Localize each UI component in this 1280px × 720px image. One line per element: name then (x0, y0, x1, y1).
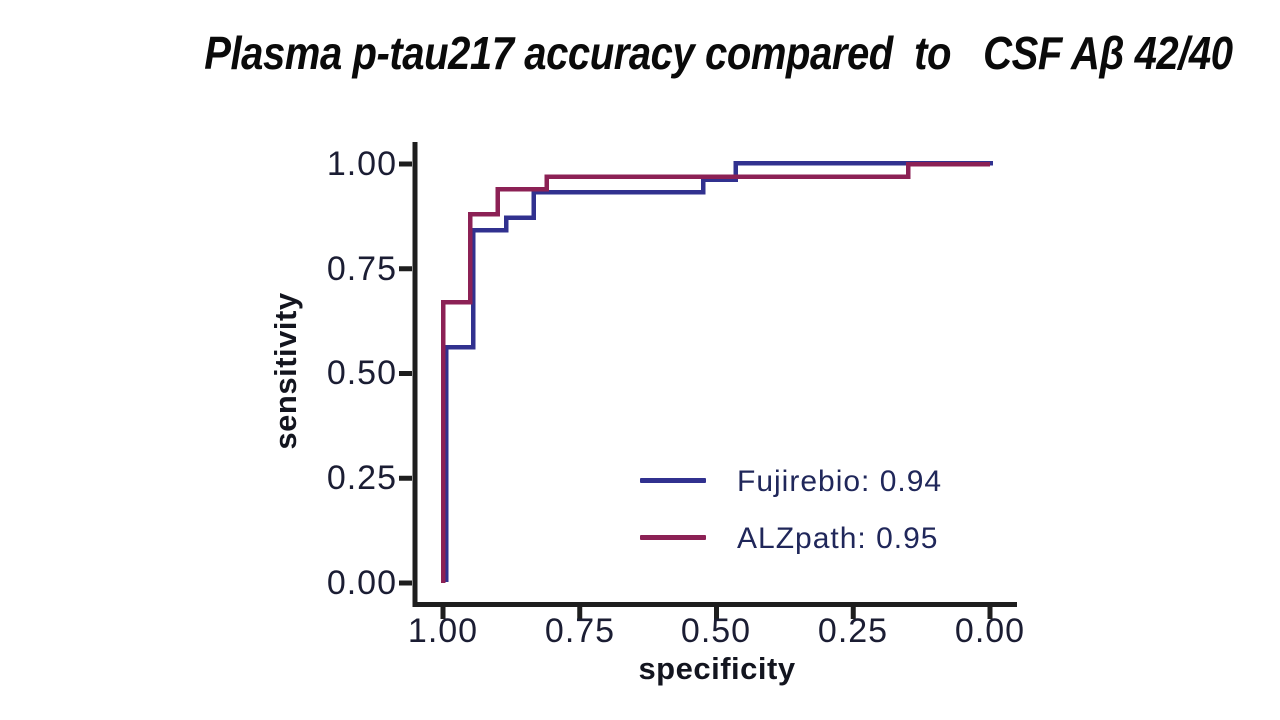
x-tick-label-075: 0.75 (544, 612, 616, 650)
y-tick-label-075: 0.75 (326, 250, 397, 288)
y-axis-label: sensitivity (268, 292, 303, 450)
x-tick-label-100: 1.00 (407, 612, 479, 650)
roc-curve-fujirebio (443, 160, 993, 582)
x-axis-label: specificity (638, 651, 796, 686)
roc-curve-alzpath (440, 161, 990, 583)
x-tick-label-000: 0.00 (954, 612, 1026, 650)
legend-label-fujirebio: Fujirebio: 0.94 (737, 465, 943, 498)
legend-label-alzpath: ALZpath: 0.95 (737, 522, 939, 555)
y-tick-label-000: 0.00 (326, 564, 397, 602)
legend-swatch-alzpath (640, 535, 706, 540)
x-tick-label-050: 0.50 (680, 612, 752, 650)
y-tick-label-050: 0.50 (326, 354, 397, 392)
y-tick-label-025: 0.25 (326, 459, 397, 497)
x-tick-label-025: 0.25 (817, 612, 889, 650)
y-tick-label-100: 1.00 (326, 145, 397, 183)
legend-swatch-fujirebio (640, 478, 706, 483)
